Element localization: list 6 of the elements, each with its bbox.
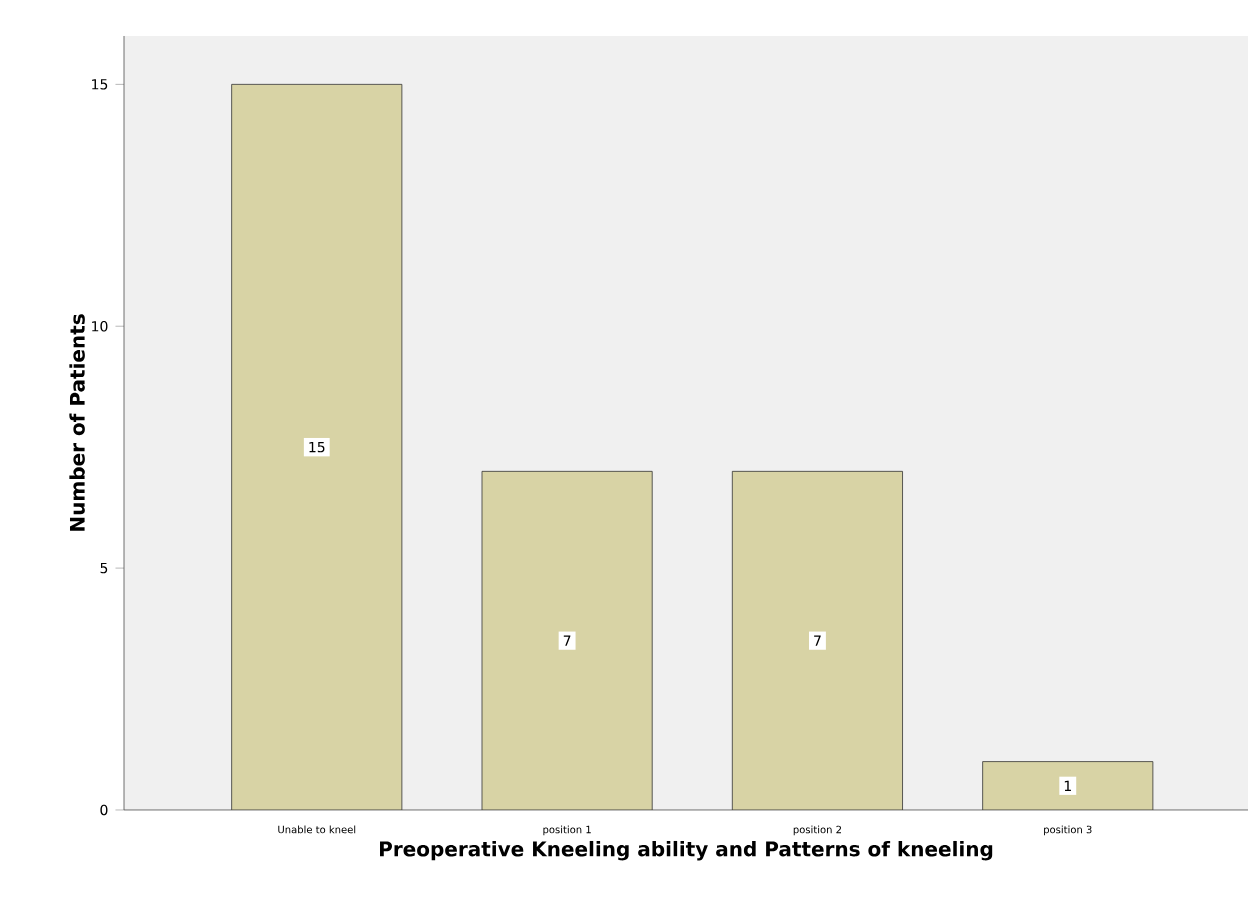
- bar: [982, 761, 1154, 810]
- bar: [231, 83, 403, 810]
- y-axis-title: Number of Patients: [69, 314, 85, 531]
- bar: [481, 470, 653, 810]
- x-axis-title: Preoperative Kneeling ability and Patterns of kneeling: [380, 840, 993, 861]
- bar: [731, 470, 903, 810]
